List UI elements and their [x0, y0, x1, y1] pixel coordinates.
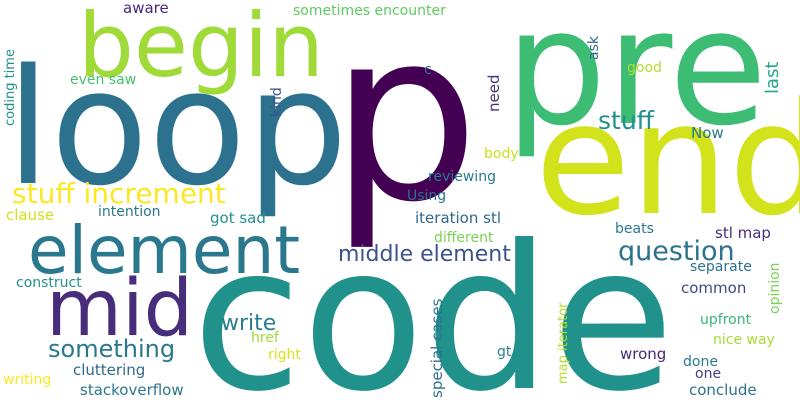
word-loop: loop	[6, 34, 348, 221]
word-stackoverflow: stackoverflow	[80, 381, 184, 399]
word-stuff: stuff	[598, 106, 654, 135]
word-body: body	[484, 146, 519, 162]
word-common: common	[681, 279, 747, 297]
word-right: right	[268, 347, 301, 363]
word-iteration-stl: iteration stl	[415, 209, 502, 227]
word-construct: construct	[16, 275, 82, 291]
word-one: one	[695, 366, 722, 382]
word-begin: begin	[78, 0, 325, 97]
word-opinion: opinion	[767, 262, 783, 314]
word-got-sad: got sad	[210, 209, 266, 227]
word-something: something	[48, 335, 176, 363]
word-p: p	[330, 0, 480, 254]
word-writing: writing	[3, 372, 52, 388]
word-element: element	[28, 212, 301, 289]
word-end: end	[535, 69, 800, 250]
word-last: last	[762, 61, 783, 94]
word-reviewing: reviewing	[428, 169, 496, 185]
word-stl-map: stl map	[715, 224, 771, 242]
word-pre: pre	[505, 0, 768, 161]
word-question: question	[618, 236, 735, 267]
word-coding-time: coding time	[3, 49, 18, 126]
word-now: Now	[691, 124, 724, 142]
word-middle-element: middle element	[338, 242, 511, 267]
word-cluttering: cluttering	[73, 361, 146, 379]
word-different: different	[434, 230, 494, 246]
word-write: write	[221, 311, 277, 336]
word-done: done	[683, 354, 718, 370]
word-map-iterator: map iterator	[556, 302, 571, 384]
word-code: code	[192, 203, 675, 400]
word-upfront: upfront	[700, 312, 752, 328]
word-nice-way: nice way	[713, 332, 775, 348]
word-clause: clause	[6, 206, 55, 224]
word-mid: mid	[46, 264, 194, 354]
word-href: href	[251, 330, 279, 346]
word-kind: kind	[269, 87, 285, 117]
word-intention: intention	[98, 204, 161, 220]
word-good: good	[627, 60, 662, 76]
word-beats: beats	[615, 221, 654, 237]
word-even-saw: even saw	[70, 72, 137, 88]
word-separate: separate	[690, 259, 752, 275]
word-using: Using	[407, 188, 447, 204]
word-wrong: wrong	[620, 345, 667, 363]
word-conclude: conclude	[689, 381, 757, 399]
word-special-cases: special cases	[428, 298, 446, 398]
word-sometimes-encounter: sometimes encounter	[293, 3, 446, 19]
word-stuff-increment: stuff increment	[12, 177, 226, 210]
word-need: need	[485, 74, 503, 113]
word-ask: ask	[586, 36, 602, 60]
word-c: c	[424, 62, 432, 78]
word-aware: aware	[123, 0, 169, 17]
word-gt: gt	[497, 344, 512, 360]
